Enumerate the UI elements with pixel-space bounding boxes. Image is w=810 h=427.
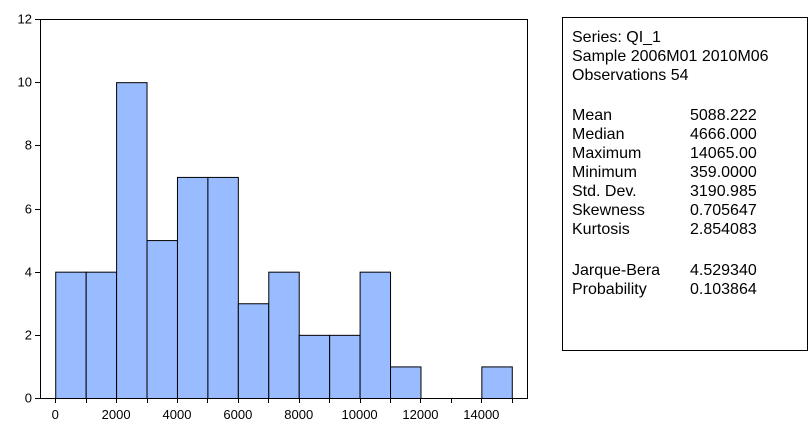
stat-row-probability: Probability 0.103864: [572, 280, 807, 299]
y-tick-label: 8: [25, 138, 32, 153]
stat-label: Mean: [572, 107, 613, 124]
histogram-bar: [390, 366, 422, 399]
observations-count: Observations 54: [572, 67, 689, 84]
histogram-bar: [237, 303, 270, 399]
stat-value: 0.705647: [690, 202, 757, 219]
stat-value: 359.0000: [690, 164, 757, 181]
stat-row-mean: Mean 5088.222: [572, 106, 807, 125]
stat-label: Maximum: [572, 145, 642, 162]
x-tick-label: 2000: [102, 407, 131, 422]
stat-row-jarque-bera: Jarque-Bera 4.529340: [572, 261, 807, 280]
stat-value: 4666.000: [690, 126, 757, 143]
x-tick-label: 8000: [284, 407, 313, 422]
stat-label: Kurtosis: [572, 221, 630, 238]
x-tick-label: 6000: [223, 407, 252, 422]
plot-frame: [40, 19, 528, 399]
x-axis: 0 2000 4000 6000 8000 10000 12000 14000: [52, 398, 513, 422]
sample-range: Sample 2006M01 2010M06: [572, 48, 769, 65]
stat-label: Skewness: [572, 202, 645, 219]
histogram-bar: [116, 82, 148, 400]
stat-row-median: Median 4666.000: [572, 125, 807, 144]
stat-value: 2.854083: [690, 221, 757, 238]
y-tick-label: 12: [18, 12, 32, 27]
histogram-bar: [176, 176, 209, 399]
stat-label: Minimum: [572, 164, 637, 181]
stat-label: Median: [572, 126, 625, 143]
histogram-bar: [55, 271, 87, 399]
x-tick-label: 12000: [402, 407, 438, 422]
stat-label: Std. Dev.: [572, 183, 637, 200]
stat-row-kurtosis: Kurtosis 2.854083: [572, 220, 807, 239]
stat-row-maximum: Maximum 14065.00: [572, 144, 807, 163]
stat-label: Probability: [572, 281, 647, 298]
y-tick-label: 4: [25, 265, 32, 280]
y-tick-label: 2: [25, 328, 32, 343]
stat-row-std-dev: Std. Dev. 3190.985: [572, 182, 807, 201]
histogram-bar: [207, 176, 239, 399]
stat-value: 5088.222: [690, 107, 757, 124]
histogram-bar: [329, 334, 361, 400]
histogram-bar: [359, 271, 392, 399]
x-tick-label: 10000: [342, 407, 378, 422]
x-tick-label: 14000: [463, 407, 499, 422]
stat-row-minimum: Minimum 359.0000: [572, 163, 807, 182]
y-tick-label: 0: [25, 391, 32, 406]
histogram-bar: [85, 271, 118, 399]
stat-value: 4.529340: [690, 262, 757, 279]
y-axis: 0 2 4 6 8 10 12: [18, 12, 40, 406]
histogram-bar: [146, 240, 178, 399]
stat-value: 3190.985: [690, 183, 757, 200]
statistics-panel: Series: QI_1 Sample 2006M01 2010M06 Obse…: [562, 17, 808, 351]
y-tick-label: 10: [18, 75, 32, 90]
series-name: Series: QI_1: [572, 29, 661, 46]
stat-row-skewness: Skewness 0.705647: [572, 201, 807, 220]
stat-value: 0.103864: [690, 281, 757, 298]
histogram-bars: [55, 82, 513, 400]
stat-value: 14065.00: [690, 145, 757, 162]
histogram-bar: [298, 334, 331, 400]
y-tick-label: 6: [25, 202, 32, 217]
x-tick-label: 4000: [163, 407, 192, 422]
stat-label: Jarque-Bera: [572, 262, 661, 279]
histogram-bar: [481, 366, 513, 399]
histogram-bar: [268, 271, 300, 399]
histogram-chart: 0 2 4 6 8 10 12 0 2000 4000 6000 8000 10000 12000 140…: [18, 12, 528, 422]
x-tick-label: 0: [52, 407, 59, 422]
